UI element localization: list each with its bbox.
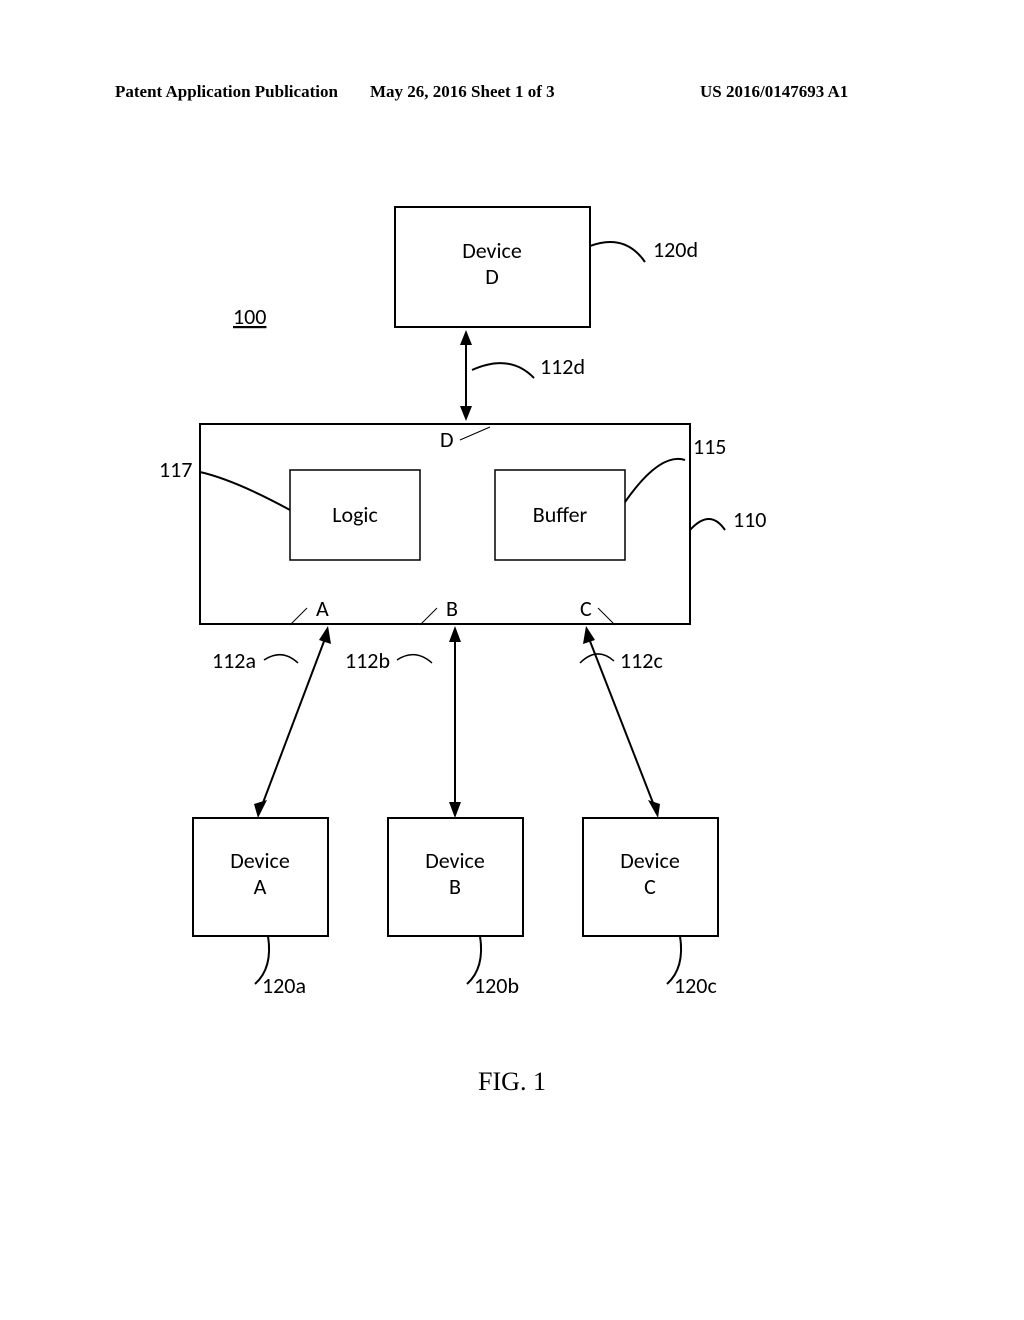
- logic-label: Logic: [332, 501, 378, 528]
- buffer-label: Buffer: [533, 501, 588, 528]
- port-d-tick: [460, 427, 490, 440]
- leader-117: [200, 472, 290, 510]
- arrowhead-c-down: [648, 800, 660, 818]
- ref-120a: 120a: [262, 972, 306, 999]
- arrowhead-c-up: [583, 626, 595, 644]
- device-a-label2: A: [254, 873, 267, 900]
- leader-112b: [397, 655, 432, 663]
- leader-112d: [472, 363, 534, 378]
- arrowhead-d-up: [460, 330, 472, 345]
- leader-115: [625, 459, 685, 502]
- hub-box: [200, 424, 690, 624]
- ref-115: 115: [693, 433, 726, 460]
- ref-110: 110: [733, 506, 766, 533]
- arrowhead-b-down: [449, 802, 461, 818]
- port-a-tick: [290, 608, 307, 625]
- device-b-label1: Device: [425, 847, 485, 874]
- ref-120b: 120b: [474, 972, 519, 999]
- device-c-label1: Device: [620, 847, 680, 874]
- figure-caption: FIG. 1: [0, 1067, 1024, 1097]
- ref-100: 100: [233, 303, 266, 330]
- leader-120d: [590, 242, 645, 262]
- port-b-label: B: [446, 595, 458, 622]
- arrowhead-a-up: [319, 626, 331, 644]
- device-a-label1: Device: [230, 847, 290, 874]
- device-c-label2: C: [644, 873, 656, 900]
- conn-a: [261, 636, 326, 808]
- ref-112d: 112d: [540, 353, 585, 380]
- port-b-tick: [420, 608, 437, 625]
- ref-112b: 112b: [345, 647, 390, 674]
- port-c-tick: [598, 608, 615, 625]
- ref-117: 117: [159, 456, 192, 483]
- page: Patent Application Publication May 26, 2…: [0, 0, 1024, 1320]
- leader-110: [690, 519, 725, 530]
- device-d-label1: Device: [462, 237, 522, 264]
- leader-112a: [264, 655, 298, 663]
- port-a-label: A: [316, 595, 329, 622]
- arrowhead-b-up: [449, 626, 461, 642]
- port-d-label: D: [440, 426, 454, 453]
- device-d-label2: D: [485, 263, 499, 290]
- diagram-svg: Device D 120d 100 112d D Logic Buffer 11…: [0, 0, 1024, 1320]
- ref-120c: 120c: [674, 972, 717, 999]
- port-c-label: C: [580, 595, 592, 622]
- ref-120d: 120d: [653, 236, 698, 263]
- arrowhead-a-down: [254, 800, 267, 818]
- device-b-label2: B: [449, 873, 461, 900]
- ref-112a: 112a: [212, 647, 256, 674]
- arrowhead-d-down: [460, 406, 472, 421]
- ref-112c: 112c: [620, 647, 663, 674]
